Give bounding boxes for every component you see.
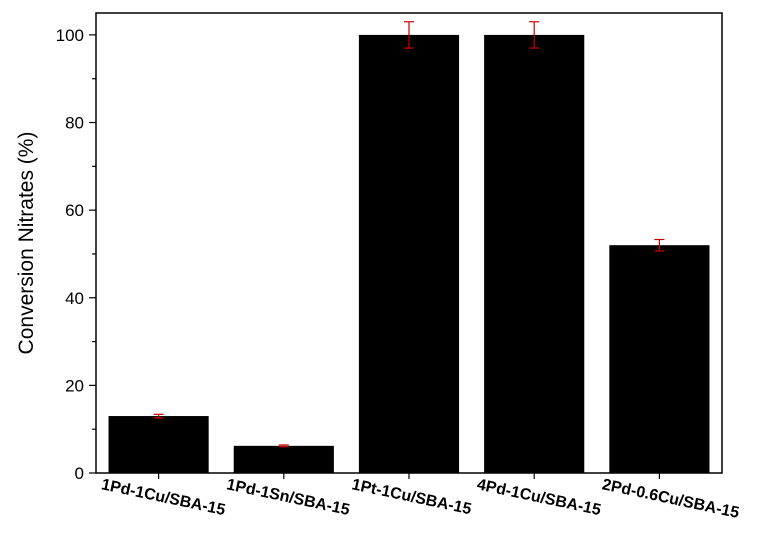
y-tick-label-6: 100 [56, 26, 84, 45]
bar-2 [233, 445, 334, 473]
y-axis-tick-labels: 0 20 40 60 80 100 [56, 26, 84, 483]
y-tick-label-4: 60 [65, 201, 84, 220]
bar-3 [358, 34, 460, 474]
x-tick-label-1: 1Pd-1Cu/SBA-15 [100, 476, 227, 519]
error-bar-4 [529, 21, 540, 49]
y-tick-label-5: 80 [65, 114, 84, 133]
y-tick-label-1: 0 [75, 464, 84, 483]
y-tick-label-2: 20 [65, 376, 84, 395]
x-tick-label-5: 2Pd-0.6Cu/SBA-15 [601, 476, 741, 522]
y-axis-ticks [89, 34, 661, 479]
y-axis-title: Conversion Nitrates (%) [15, 132, 38, 355]
error-bar-5 [654, 238, 665, 252]
error-bar-3 [404, 21, 414, 49]
bar-4 [484, 34, 585, 474]
error-bar-1 [153, 413, 164, 419]
bar-5 [609, 245, 710, 473]
error-bar-2 [278, 444, 289, 448]
bars-layer [108, 34, 710, 474]
bar-1 [108, 416, 209, 473]
x-tick-label-2: 1Pd-1Sn/SBA-15 [225, 476, 351, 519]
x-tick-label-3: 1Pt-1Cu/SBA-15 [350, 476, 473, 518]
y-tick-label-3: 40 [65, 289, 84, 308]
x-tick-label-4: 4Pd-1Cu/SBA-15 [475, 476, 602, 519]
error-bars-layer [153, 21, 665, 448]
